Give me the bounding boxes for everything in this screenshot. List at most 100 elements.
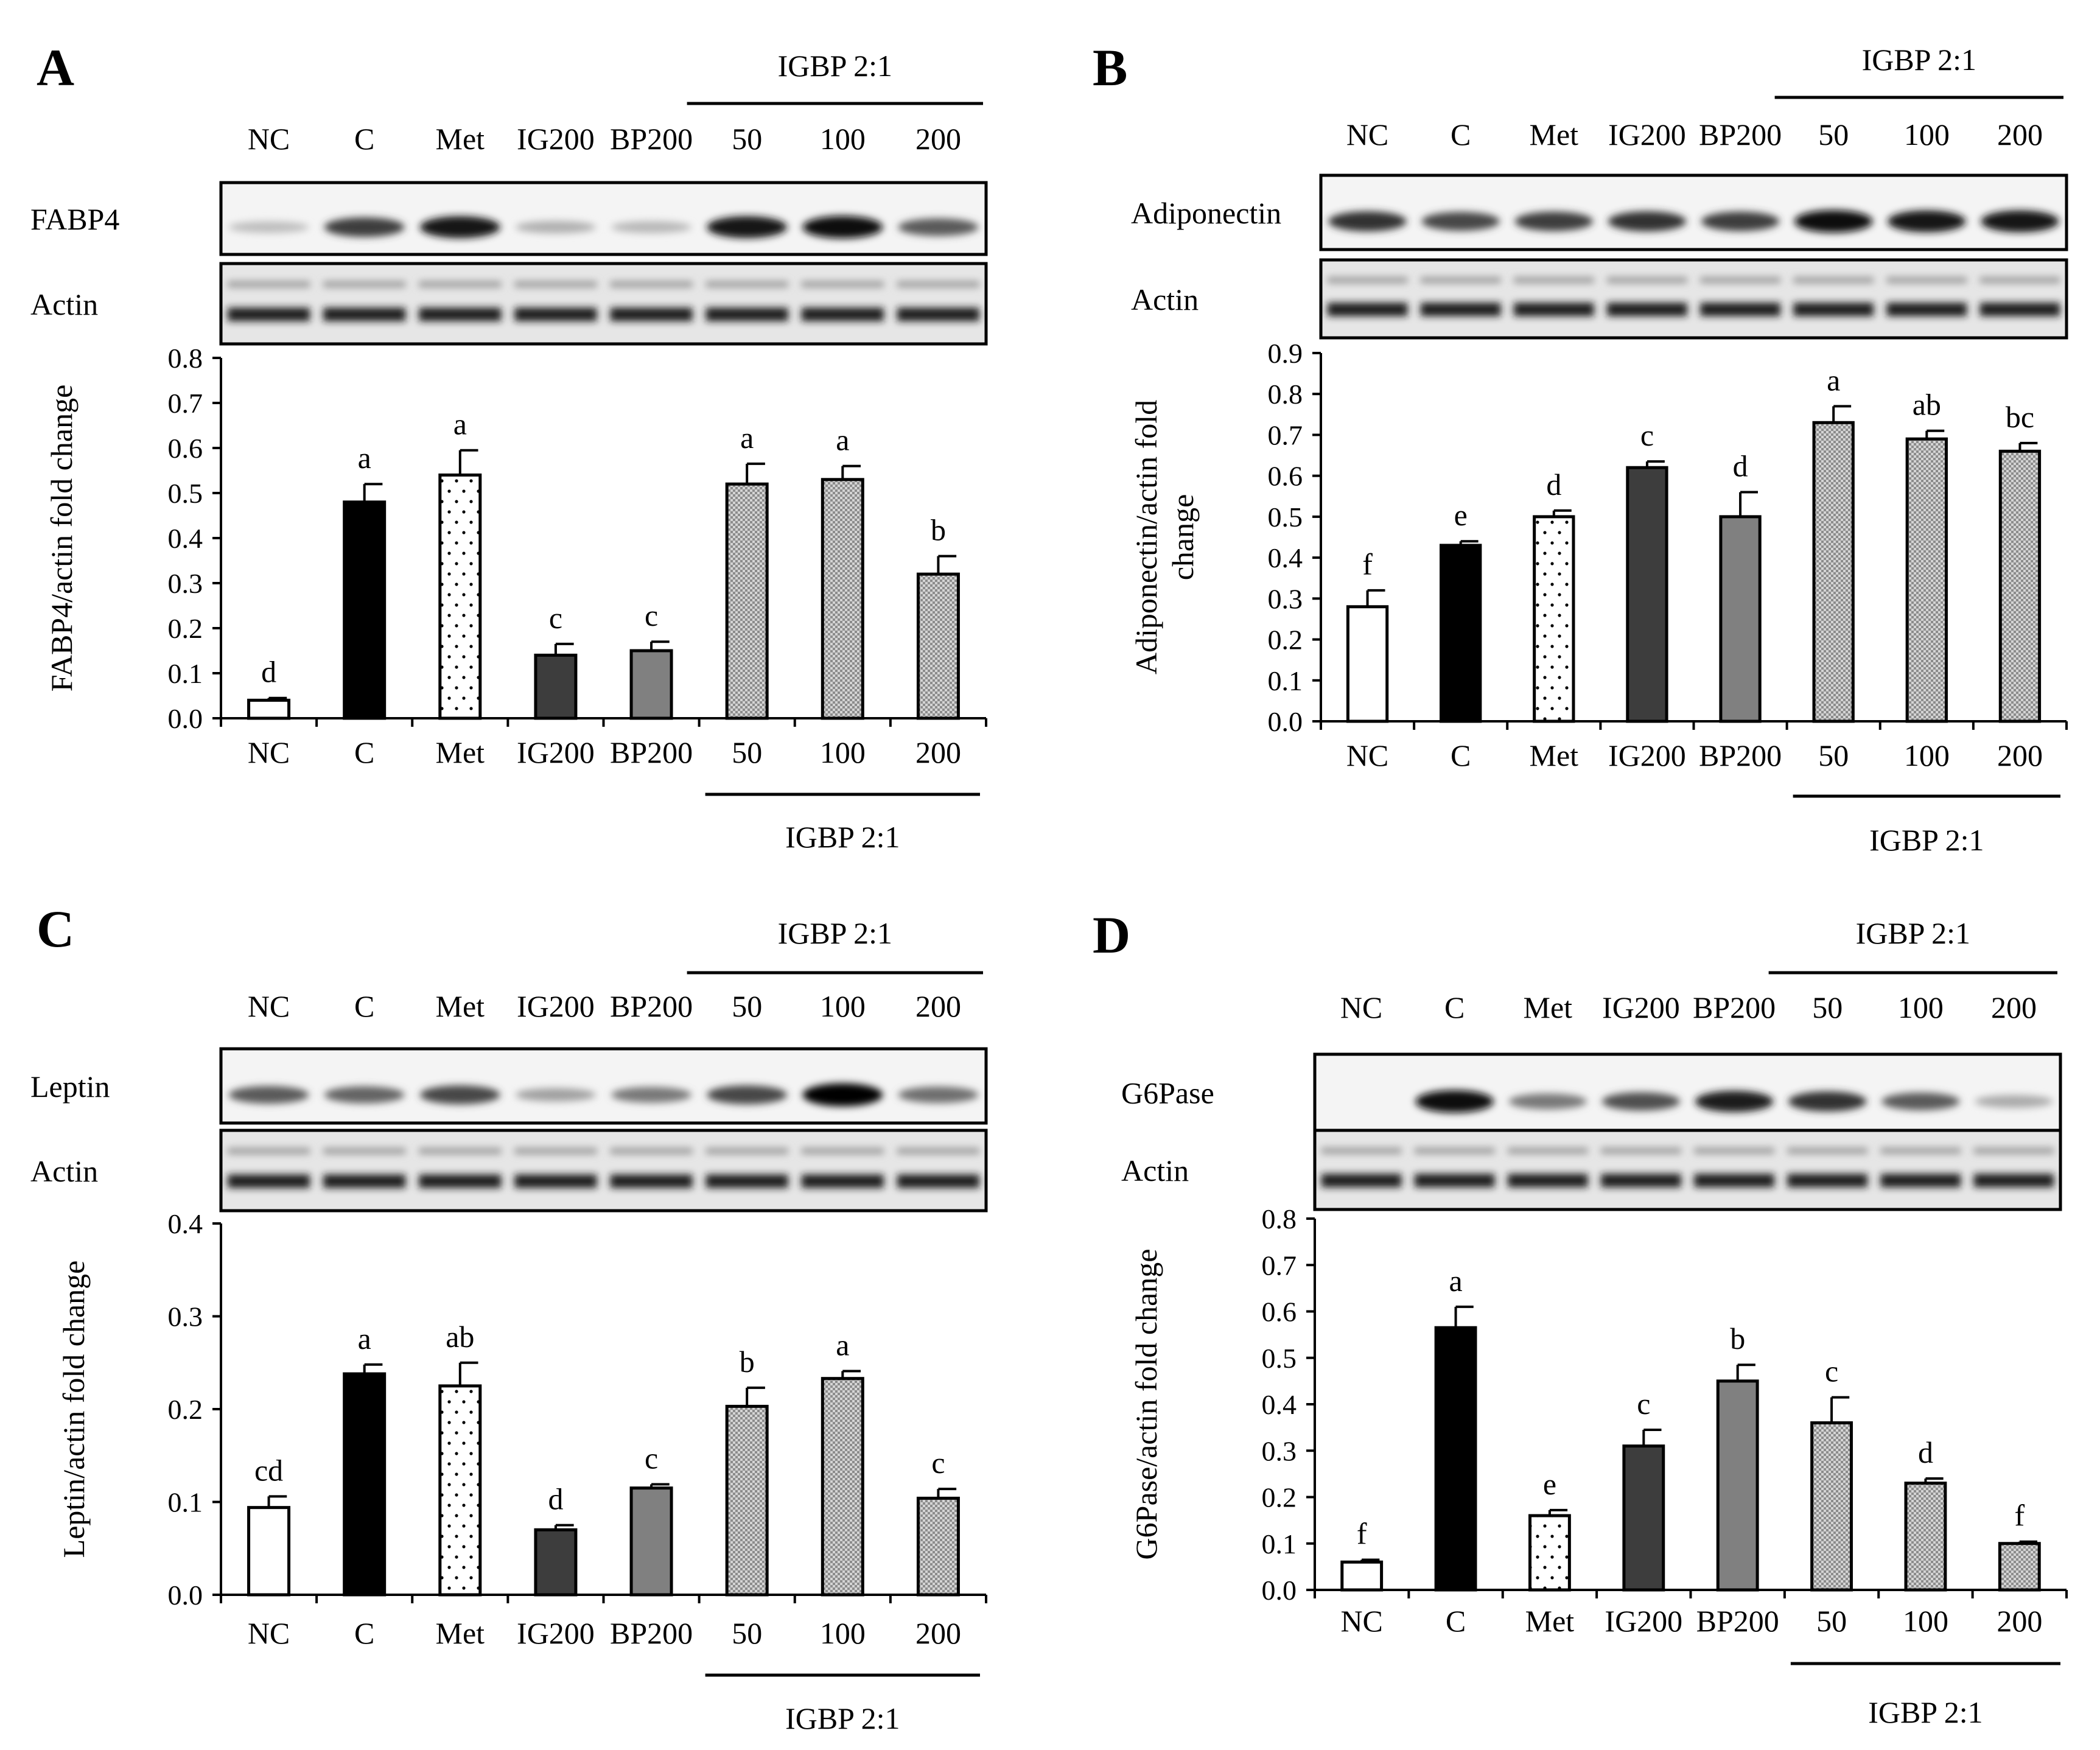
y-tick-label: 0.0 [168,703,203,734]
blot-band [1415,1090,1494,1113]
significance-letter: c [1637,1387,1650,1421]
significance-letter: a [836,423,849,457]
actin-band-faint [323,1148,406,1155]
blot-band [324,217,405,237]
blot-frame-fabp4 [219,181,988,256]
lane-label: 200 [1997,117,2043,152]
actin-band [801,307,884,321]
significance-letter: f [2014,1499,2025,1533]
bar-bp200 [1719,515,1762,723]
blot-band [515,1088,596,1102]
lane-label: 100 [820,989,866,1023]
blot-band [228,1086,309,1104]
significance-letter: c [931,1446,945,1480]
bar-met [438,473,482,720]
actin-band-faint [1694,1147,1774,1154]
actin-band-faint [1420,277,1501,284]
actin-band-faint [801,281,884,288]
category-label: C [354,1616,374,1650]
y-tick-label: 0.7 [168,388,203,419]
bar-c [1440,544,1482,723]
actin-band [897,1174,980,1188]
blot-band [324,1086,405,1104]
lane-label: 50 [732,122,762,156]
y-tick-label: 0.4 [168,1208,203,1239]
bar-nc [1346,605,1389,723]
bar-50 [1812,421,1855,723]
significance-letter: a [358,1321,371,1356]
actin-band-faint [1327,277,1408,284]
actin-band [1793,303,1874,317]
bar-bp200 [1716,1379,1759,1592]
actin-band [1507,1174,1588,1188]
actin-band [1880,1174,1961,1188]
blot-band [707,216,788,239]
y-tick-label: 0.8 [1262,1203,1297,1234]
bar-met [438,1384,482,1597]
blot-band [419,1085,500,1105]
category-label: BP200 [610,1616,693,1650]
actin-band-faint [419,1148,502,1155]
category-label: C [354,735,374,769]
bar-nc [247,1506,291,1597]
panel-letter: D [1093,906,1130,964]
blot-band [1981,210,2059,233]
group-label-top: IGBP 2:1 [778,49,892,83]
y-axis-label: Leptin/actin fold change [57,1261,91,1558]
bar-nc [247,698,291,720]
lane-label: IG200 [1602,990,1680,1024]
category-label: 200 [915,1616,961,1650]
actin-band-faint [1886,277,1967,284]
lane-label: C [354,989,374,1023]
bar-bp200 [629,649,673,720]
actin-band-faint [897,281,980,288]
actin-band-faint [1321,1147,1402,1154]
actin-band-faint [1414,1147,1495,1154]
group-label-bottom: IGBP 2:1 [1868,1695,1983,1729]
blot-band [898,1087,979,1104]
y-axis-label: Adiponectin/actin fold [1129,400,1163,674]
category-label: BP200 [610,735,693,769]
lane-label: NC [248,989,290,1023]
significance-letter: d [261,655,276,689]
y-tick-label: 0.4 [1262,1389,1297,1420]
blot-band [1788,1091,1867,1111]
significance-letter: c [1825,1354,1838,1388]
category-label: 100 [820,1616,866,1650]
actin-band-faint [323,281,406,288]
y-tick-label: 0.0 [168,1580,203,1611]
lane-label: 50 [1818,117,1849,152]
blot-band [1514,211,1594,231]
bar-50 [725,482,769,720]
y-tick-label: 0.5 [1262,1343,1297,1374]
actin-band-faint [514,1148,597,1155]
y-tick-label: 0.0 [1268,706,1303,737]
significance-letter: c [645,1441,658,1475]
significance-letter: a [740,421,754,455]
actin-band [514,307,597,321]
significance-letter: b [931,513,946,547]
y-tick-label: 0.2 [1268,625,1303,656]
lane-label: Met [436,989,485,1023]
lane-label: 100 [1904,117,1950,152]
significance-letter: d [1733,449,1748,483]
bar-c [343,1372,387,1597]
lane-label: 200 [915,122,961,156]
significance-letter: ab [446,1320,474,1354]
lane-label: Met [1524,990,1573,1024]
actin-band [1979,303,2060,317]
actin-band [323,307,406,321]
actin-band-faint [897,1148,980,1155]
actin-band [1973,1174,2054,1188]
actin-band-faint [1507,1147,1588,1154]
actin-band [1700,303,1780,317]
group-label-bottom: IGBP 2:1 [785,1701,900,1735]
panel-letter: A [37,38,74,97]
significance-letter: a [453,407,467,441]
actin-band [610,307,693,321]
bar-100 [821,1377,864,1597]
significance-letter: a [358,441,371,475]
blot-label: FABP4 [30,202,119,236]
actin-band [323,1174,406,1188]
